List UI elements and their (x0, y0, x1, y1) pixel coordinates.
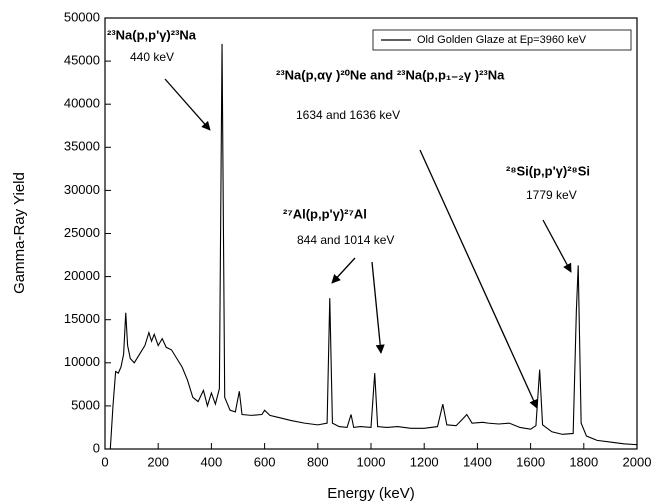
y-tick-label: 0 (93, 440, 100, 455)
arrow (542, 219, 572, 273)
x-tick-label: 1200 (410, 454, 439, 469)
legend-box (372, 29, 632, 51)
annotation: 1634 and 1636 keV (296, 108, 400, 122)
arrows (164, 78, 572, 409)
x-tick-label: 1400 (463, 454, 492, 469)
annotation: ²³Na(p,p'γ)²³Na (107, 27, 197, 42)
y-tick-label: 5000 (71, 397, 100, 412)
x-tick-label: 1800 (569, 454, 598, 469)
y-tick-label: 30000 (64, 182, 100, 197)
legend-label: Old Golden Glaze at Ep=3960 keV (417, 34, 587, 46)
annotation: 440 keV (130, 50, 174, 64)
arrow (371, 261, 385, 354)
y-tick-label: 40000 (64, 96, 100, 111)
y-tick-label: 20000 (64, 268, 100, 283)
y-tick-label: 10000 (64, 354, 100, 369)
annotation: ²³Na(p,αγ )²⁰Ne and ²³Na(p,p₁₋₂γ )²³Na (276, 67, 505, 82)
x-tick-label: 1000 (357, 454, 386, 469)
x-tick-label: 2000 (623, 454, 652, 469)
arrow (164, 78, 211, 131)
y-tick-label: 25000 (64, 225, 100, 240)
annotation: ²⁸Si(p,p'γ)²⁸Si (506, 163, 590, 178)
arrow (419, 149, 538, 409)
x-tick-label: 800 (307, 454, 329, 469)
x-tick-label: 600 (254, 454, 276, 469)
annotation: 844 and 1014 keV (297, 233, 394, 247)
y-tick-label: 15000 (64, 311, 100, 326)
series-line (109, 43, 638, 450)
y-tick-label: 50000 (64, 9, 100, 24)
x-tick-label: 1600 (516, 454, 545, 469)
x-tick-label: 0 (101, 454, 108, 469)
y-tick-label: 35000 (64, 139, 100, 154)
y-axis-label: Gamma-Ray Yield (11, 172, 28, 294)
y-tick-label: 45000 (64, 53, 100, 68)
annotation: 1779 keV (526, 188, 577, 202)
annotation: ²⁷Al(p,p'γ)²⁷Al (283, 206, 367, 221)
x-tick-label: 400 (201, 454, 223, 469)
x-axis-label: Energy (keV) (327, 485, 415, 502)
arrow (331, 257, 356, 284)
x-tick-label: 200 (147, 454, 169, 469)
